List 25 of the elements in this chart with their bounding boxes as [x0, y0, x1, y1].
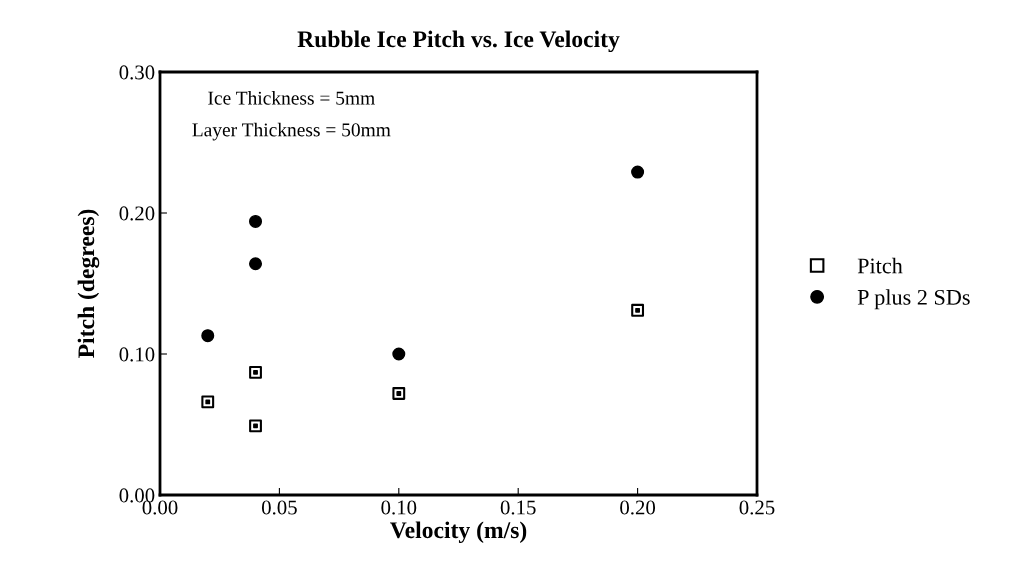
y-tick-label: 0.10 — [119, 347, 155, 362]
point — [249, 257, 263, 271]
chart-title: Rubble Ice Pitch vs. Ice Velocity — [297, 30, 620, 53]
x-tick-label: 0.15 — [500, 500, 536, 515]
x-tick-label: 0.05 — [261, 500, 297, 515]
annotation: Ice Thickness = 5mm — [208, 91, 375, 105]
x-tick-label: 0.25 — [739, 500, 775, 515]
x-axis-title: Velocity (m/s) — [390, 521, 527, 544]
point — [249, 214, 263, 228]
point — [249, 365, 262, 379]
legend-label: P plus 2 SDs — [857, 289, 970, 310]
annotation: Layer Thickness = 50mm — [192, 122, 391, 141]
point — [249, 419, 262, 433]
legend-label: Pitch — [857, 257, 903, 274]
x-tick-label: 0.10 — [381, 500, 417, 515]
y-axis-title: Pitch (degrees) — [77, 209, 100, 358]
point — [392, 387, 406, 400]
y-tick-label: 0.20 — [119, 206, 155, 221]
point — [201, 395, 215, 409]
point — [631, 303, 645, 317]
point — [392, 347, 406, 361]
point — [631, 165, 645, 179]
x-tick-label: 0.20 — [620, 500, 656, 515]
y-tick-label: 0.30 — [119, 65, 155, 80]
point — [201, 329, 215, 343]
